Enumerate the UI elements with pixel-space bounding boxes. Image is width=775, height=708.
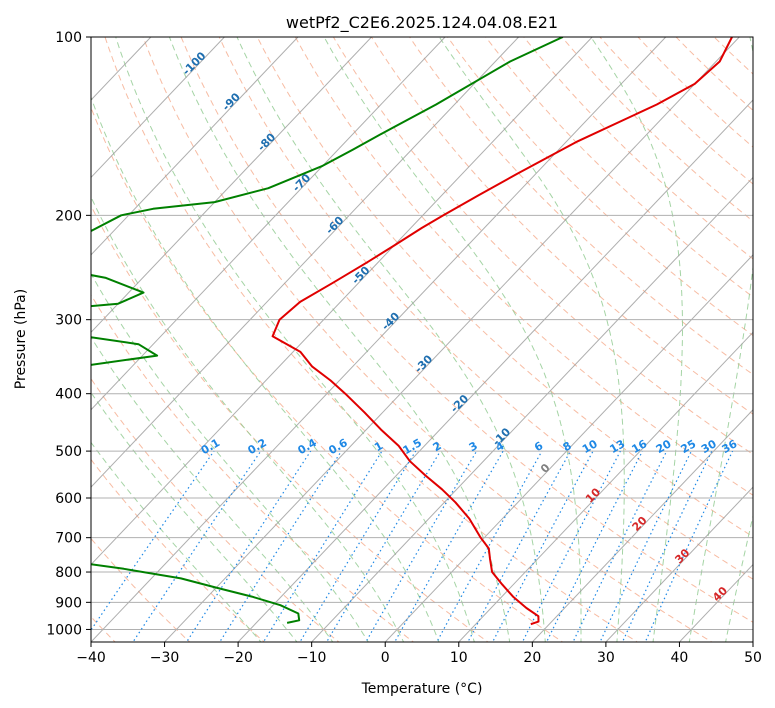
axes: −40 −30 −20 −10 0 10 20 30 40 50 100 200 300 400 500 60… — [46, 30, 762, 666]
isotherm-line — [91, 37, 593, 566]
y-tick-label: 700 — [55, 531, 82, 547]
x-tick-label: −40 — [76, 650, 106, 666]
dewpoint-profile-line — [91, 37, 564, 624]
mixing-ratio-line — [326, 450, 441, 642]
x-tick-label: −20 — [223, 650, 253, 666]
x-tick-label: −10 — [297, 650, 327, 666]
y-tick-label: 900 — [55, 595, 82, 611]
mixing-ratio-line — [262, 450, 383, 642]
isotherm-line — [605, 486, 753, 642]
y-tick-label: 1000 — [46, 622, 82, 638]
mixing-ratio-line — [299, 450, 417, 642]
x-tick-label: −30 — [150, 650, 180, 666]
mixing-ratio-line — [621, 450, 713, 642]
mixing-ratio-line — [365, 450, 478, 642]
x-tick-label: 40 — [671, 650, 689, 666]
isotherm-line — [91, 37, 299, 256]
isotherm-line — [91, 37, 520, 488]
plot-area: 0.1 0.2 0.4 0.6 1 1.5 2 3 4 6 8 10 13 16 20 25 30 36-100-… — [91, 37, 753, 642]
y-tick-label: 800 — [55, 565, 82, 581]
mixing-ratio-line — [545, 450, 644, 642]
x-tick-label: 30 — [597, 650, 615, 666]
isotherm-line — [237, 99, 753, 642]
y-axis-label: Pressure (hPa) — [13, 289, 29, 389]
temperature-profile-line — [271, 37, 733, 626]
mixing-ratio-line — [91, 450, 215, 631]
y-tick-label: 100 — [55, 30, 82, 46]
chart-title: wetPf2_C2E6.2025.124.04.08.E21 — [286, 13, 558, 33]
dry-adiabat-line — [142, 37, 713, 642]
isotherm-line — [384, 254, 753, 642]
y-tick-label: 600 — [55, 491, 82, 507]
dry-adiabat-line — [332, 37, 753, 455]
mixing-ratio-line — [185, 450, 312, 642]
background-lines — [91, 37, 753, 642]
dry-adiabat-line — [256, 37, 753, 538]
x-tick-label: 20 — [523, 650, 541, 666]
mixing-ratio-line — [521, 450, 621, 642]
dry-adiabat-line — [294, 37, 753, 496]
isotherm-line — [458, 331, 753, 642]
isotherm-line — [311, 176, 753, 642]
dry-adiabat-line — [218, 37, 753, 580]
y-tick-label: 500 — [55, 444, 82, 460]
mixing-ratio-line — [219, 450, 342, 642]
isotherm-line — [91, 37, 225, 179]
mixing-ratio-line — [644, 450, 734, 642]
x-tick-label: 10 — [450, 650, 468, 666]
x-tick-label: 0 — [381, 650, 390, 666]
mixing-ratio-line — [132, 450, 262, 642]
dry-adiabat-line — [409, 37, 753, 376]
mixing-ratio-line — [394, 450, 504, 642]
y-tick-label: 200 — [55, 208, 82, 224]
x-tick-label: 50 — [744, 650, 762, 666]
plot-frame — [90, 36, 754, 643]
dry-adiabat-line — [370, 37, 753, 415]
isotherm-line — [531, 408, 753, 642]
dry-adiabat-line — [446, 37, 753, 337]
isotherm-line — [91, 37, 372, 334]
isotherm-line — [91, 37, 446, 411]
x-axis-label: Temperature (°C) — [361, 681, 483, 697]
dry-adiabat-line — [104, 37, 639, 642]
isotherm-line — [164, 37, 740, 642]
y-tick-label: 400 — [55, 387, 82, 403]
isotherm-line — [91, 37, 667, 642]
y-tick-label: 300 — [55, 313, 82, 329]
profile-series — [91, 37, 733, 626]
